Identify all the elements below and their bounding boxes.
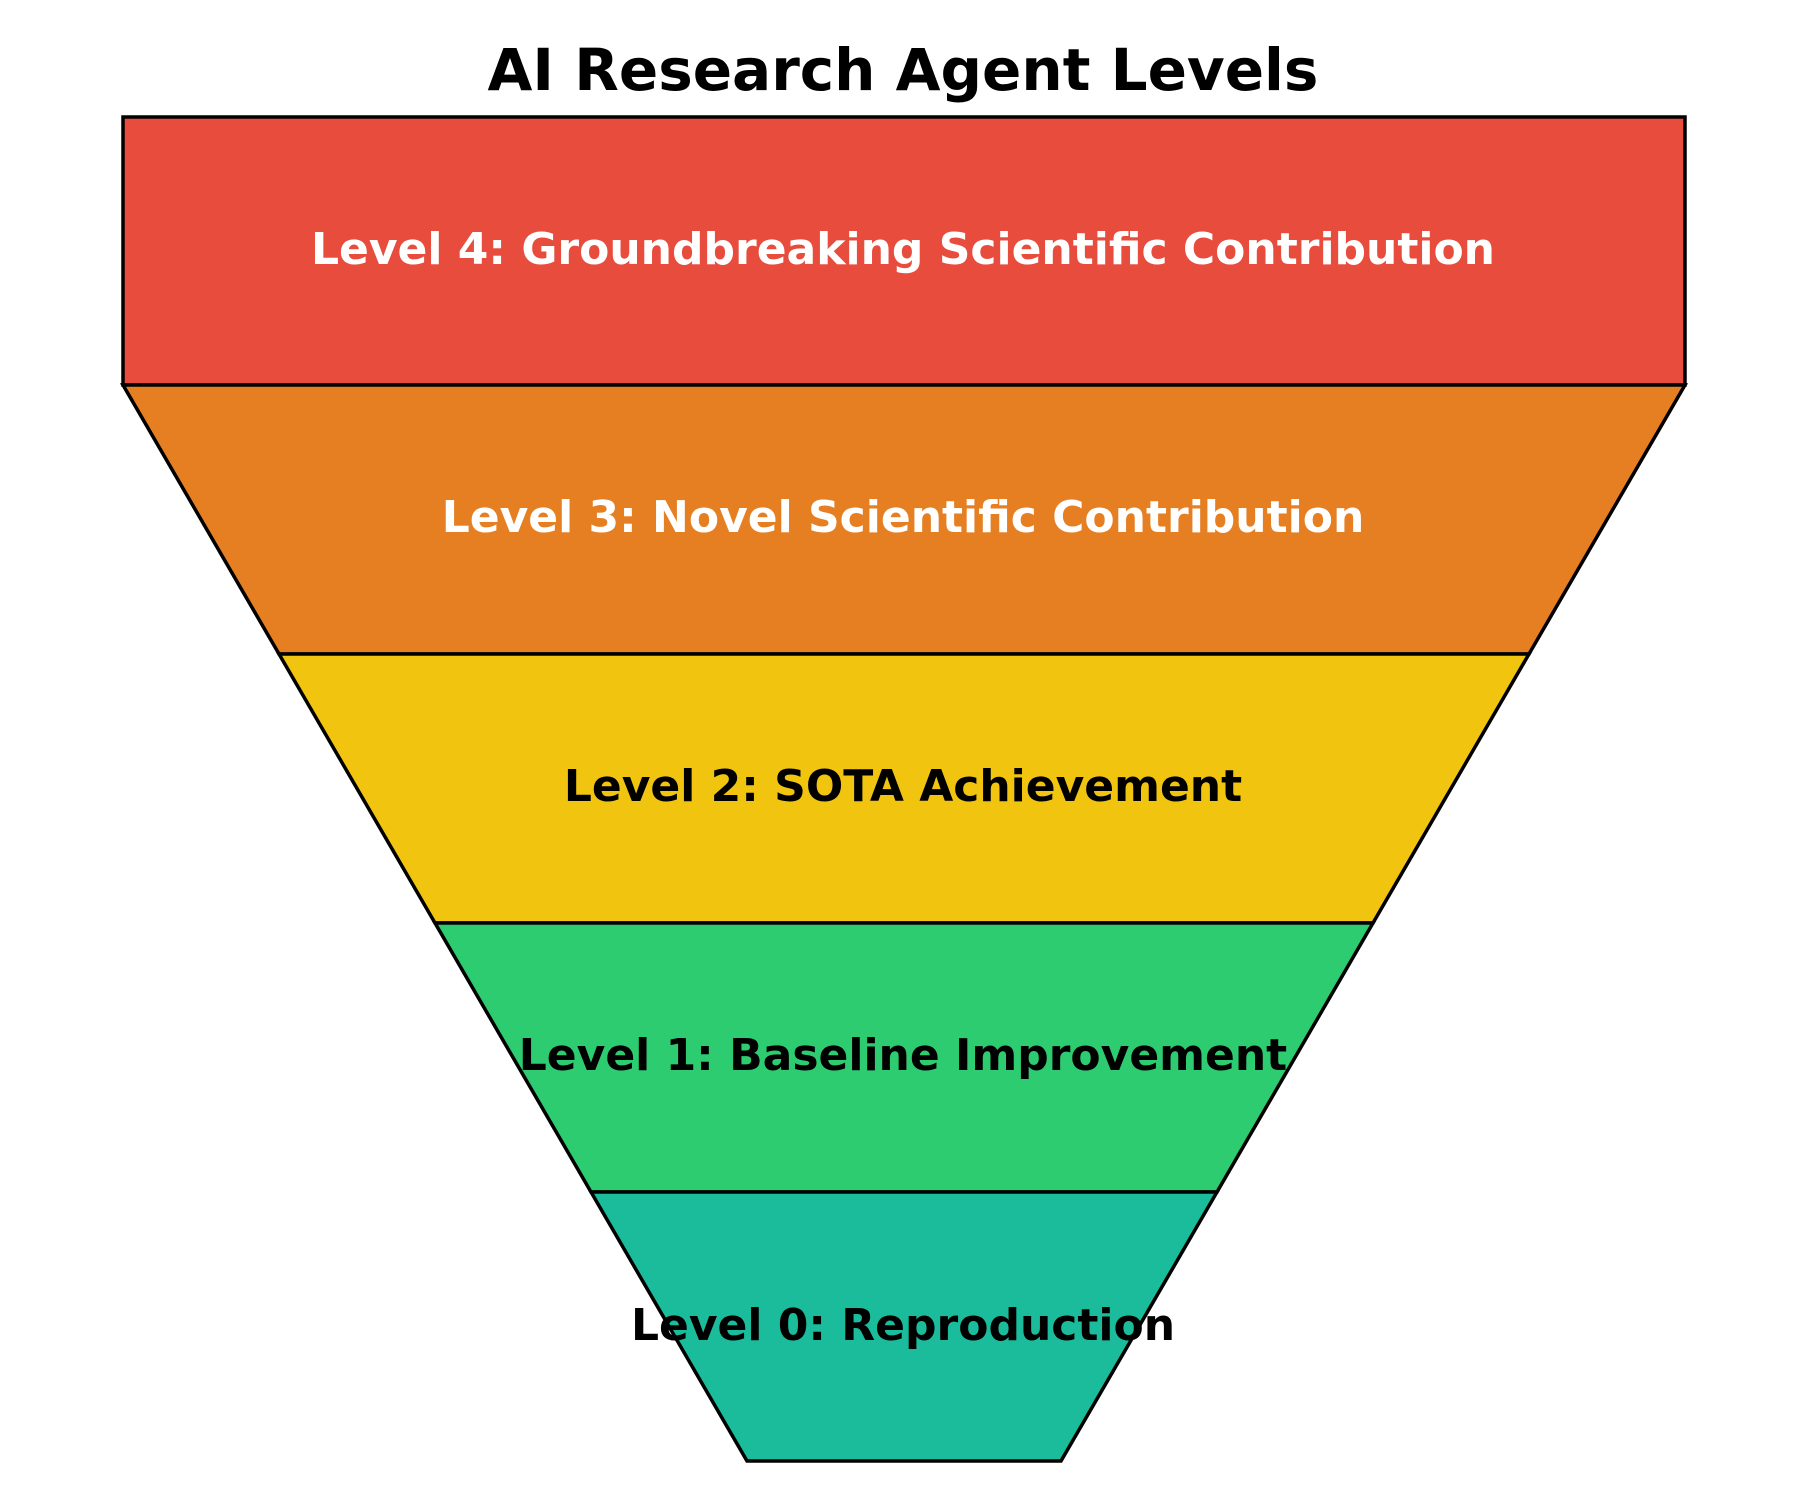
level-3-label: Level 3: Novel Scientific Contribution bbox=[442, 492, 1365, 543]
level-2-label: Level 2: SOTA Achievement bbox=[564, 761, 1242, 812]
funnel-level-1: Level 1: Baseline Improvement bbox=[431, 921, 1377, 1194]
level-0-segment bbox=[587, 1190, 1221, 1463]
level-1-label: Level 1: Baseline Improvement bbox=[519, 1030, 1287, 1081]
level-0-label: Level 0: Reproduction bbox=[631, 1300, 1175, 1351]
funnel-level-4: Level 4: Groundbreaking Scientific Contr… bbox=[121, 115, 1687, 387]
level-4-label: Level 4: Groundbreaking Scientific Contr… bbox=[311, 224, 1495, 275]
diagram-title: AI Research Agent Levels bbox=[488, 36, 1319, 104]
funnel-level-2: Level 2: SOTA Achievement bbox=[275, 652, 1533, 925]
funnel-level-3: Level 3: Novel Scientific Contribution bbox=[119, 383, 1689, 656]
funnel-level-0: Level 0: Reproduction bbox=[587, 1190, 1221, 1463]
